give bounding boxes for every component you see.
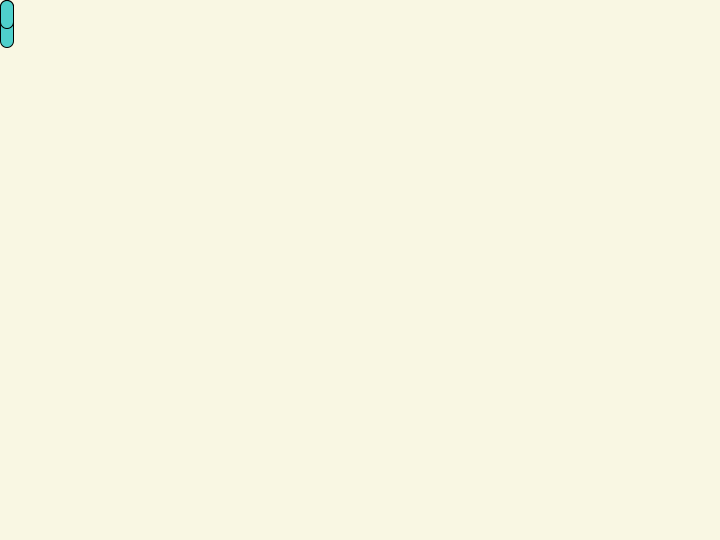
callout-paper-documents xyxy=(0,0,14,29)
accent-bar-top xyxy=(0,4,720,16)
pie-chart xyxy=(120,210,620,430)
accent-bar-bottom xyxy=(0,524,720,536)
slide-title xyxy=(0,18,720,57)
